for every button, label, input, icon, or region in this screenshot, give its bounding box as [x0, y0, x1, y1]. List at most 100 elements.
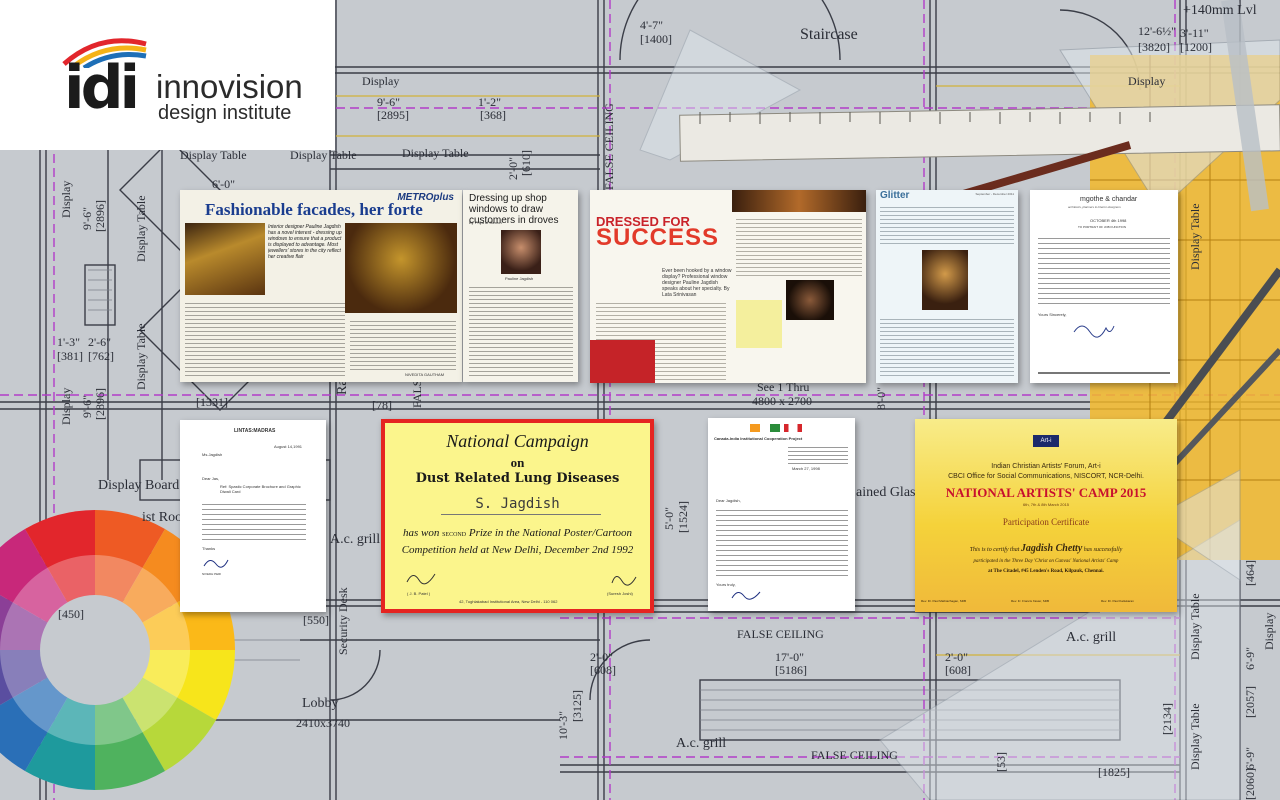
blueprint-label: 10'-3"	[556, 710, 570, 740]
press-clipping-shop-windows[interactable]: Dressing up shop windows to draw custome…	[463, 190, 578, 382]
letter-sign: Yours truly,	[716, 582, 736, 587]
artists-sig3: Rev. Dr. Paul Kattukaran	[1101, 599, 1134, 603]
artists-line2: participated in the Three Day 'Christ on…	[973, 559, 1119, 564]
letter-header-lines	[788, 444, 848, 464]
glitter-columns	[880, 204, 1014, 244]
blueprint-label: [608]	[945, 663, 971, 677]
blueprint-label: 12'-6½"	[1138, 24, 1177, 38]
letter-brand: LINTAS:MADRAS	[234, 428, 276, 434]
cert-line3: Dust Related Lung Diseases	[415, 471, 620, 486]
letter-greeting: Dear Jas,	[202, 476, 220, 481]
blueprint-label: A.c. grill	[1066, 630, 1117, 645]
reference-letter-canada-india[interactable]: Canada-India Institutional Cooperation P…	[708, 418, 855, 611]
blueprint-label: [381]	[57, 349, 83, 363]
clipping-photo-portrait	[501, 230, 541, 274]
press-clipping-metroplus[interactable]: METROplus Fashionable facades, her forte…	[180, 190, 462, 382]
blueprint-label: FALSE CEILING	[811, 748, 898, 762]
artsi-logo-icon: Art-i	[1033, 435, 1059, 447]
blueprint-label: Lobby	[302, 696, 339, 711]
blueprint-label: 9'-6"	[377, 95, 401, 109]
blueprint-label: Display	[59, 180, 73, 218]
blueprint-label: [2896]	[93, 388, 107, 420]
blueprint-label: FALSE CEILING	[737, 627, 824, 641]
letter-title: Canada-India Institutional Cooperation P…	[714, 436, 803, 441]
letter-date: March 27, 1998	[792, 466, 820, 471]
blueprint-label: 6'-9"	[1243, 746, 1257, 770]
blueprint-label: [2134]	[1160, 703, 1174, 735]
clipping-caption: Pauline Jagdish	[505, 276, 534, 281]
reference-letter-mgothe[interactable]: mgothe & chandar architects, planners & …	[1030, 190, 1178, 383]
blueprint-label: [368]	[480, 108, 506, 122]
blueprint-label: 3'-11"	[1180, 26, 1209, 40]
artists-dates: 6th, 7th & 8th March 2015	[1022, 502, 1070, 507]
cert-sig-right: (Suresh Joshi)	[607, 591, 633, 596]
clipping-headline: Fashionable facades, her forte	[205, 200, 423, 219]
cert-name-underline	[441, 514, 601, 515]
blueprint-label: 1'-2"	[478, 95, 502, 109]
cert-recipient: S. Jagdish	[475, 496, 560, 512]
glitter-date: September - December 2011	[975, 192, 1014, 196]
blueprint-label: Display	[59, 387, 73, 425]
clipping-intro: Interior designer Pauline Jagdish has a …	[268, 224, 342, 260]
magazine-highlight	[736, 300, 782, 348]
magazine-intro: Ever been hooked by a window display? Pr…	[662, 268, 732, 298]
blueprint-label: 5'-0"	[662, 506, 676, 530]
blueprint-label: 6'-0"	[212, 177, 236, 191]
blueprint-label: 2410x3740	[296, 716, 350, 730]
blueprint-label: [550]	[303, 613, 329, 627]
blueprint-label: +140mm Lvl	[1183, 3, 1257, 18]
press-clipping-glitter[interactable]: Glitter September - December 2011	[876, 190, 1018, 383]
cert-sig-left: ( J. B. Patel )	[407, 591, 431, 596]
blueprint-label: [464]	[1243, 560, 1257, 586]
blueprint-label: Display	[1262, 612, 1276, 650]
blueprint-label: A.c. grill	[330, 532, 381, 547]
signature-icon	[1073, 325, 1115, 338]
magazine-columns-right	[736, 216, 862, 278]
blueprint-label: [450]	[58, 607, 84, 621]
letter-ref: TO PORTRAIT OF JOB FUNCTION	[1078, 225, 1127, 229]
press-clipping-magazine-spread[interactable]: DRESSED FOR SUCCESS Ever been hooked by …	[590, 190, 866, 383]
letter-name: NIVEDH PERI	[202, 572, 222, 576]
glitter-masthead: Glitter	[880, 190, 910, 201]
maple-flag-icon	[784, 424, 802, 432]
clipping-columns-right	[350, 318, 456, 370]
letter-ref: Ref: Spastic Corporate Brochure and Grap…	[220, 484, 301, 494]
blueprint-label: [2895]	[377, 108, 409, 122]
blueprint-label: Display Table	[1188, 703, 1202, 770]
blueprint-label: [2057]	[1243, 686, 1257, 718]
signature-icon	[731, 591, 761, 600]
blueprint-label: [762]	[88, 349, 114, 363]
artists-sig1: Rev. Dr. Paul Mathiazhagan, SDB	[921, 599, 966, 603]
blueprint-label: [5186]	[775, 663, 807, 677]
artists-certify-a: This is to certify that	[969, 547, 1020, 553]
letter-brand-sub: architects, planners & interior designer…	[1068, 205, 1121, 209]
cert-body-1: has won	[402, 527, 440, 539]
magazine-photo-center	[786, 280, 834, 320]
letter-body	[716, 506, 848, 578]
clipping-masthead: METROplus	[397, 192, 454, 203]
clipping-credit: NIVEDITA GAUTHAM	[405, 372, 445, 377]
blueprint-label: Display Table	[1188, 593, 1202, 660]
blueprint-label: [610]	[519, 150, 533, 176]
certificate-national-artists-camp[interactable]: Art-i Indian Christian Artists' Forum, A…	[915, 419, 1177, 612]
blueprint-label: [3820]	[1138, 40, 1170, 54]
blueprint-label: [1825]	[1098, 765, 1130, 779]
magazine-headline-main: SUCCESS	[596, 224, 720, 251]
reference-letter-lintas[interactable]: LINTAS:MADRAS August 14,1991 Ms.Jagdish …	[180, 420, 326, 612]
blueprint-label: Display Table	[134, 195, 148, 262]
cert-line2: on	[510, 455, 525, 470]
blueprint-label: [2060]	[1243, 768, 1257, 800]
flag-icon	[750, 424, 780, 432]
signature-icon	[203, 559, 229, 568]
blueprint-label: [608]	[590, 663, 616, 677]
letter-date: August 14,1991	[274, 444, 303, 449]
magazine-red-band	[590, 340, 655, 383]
blueprint-label: [1524]	[676, 501, 690, 533]
blueprint-label: [1400]	[640, 32, 672, 46]
certificate-national-campaign[interactable]: National Campaign on Dust Related Lung D…	[381, 419, 654, 613]
blueprint-label: 2'-0"	[945, 650, 969, 664]
artists-cert-title: Participation Certificate	[1002, 517, 1090, 527]
letter-brand: mgothe & chandar	[1080, 196, 1138, 203]
blueprint-label: 17'-0"	[775, 650, 805, 664]
